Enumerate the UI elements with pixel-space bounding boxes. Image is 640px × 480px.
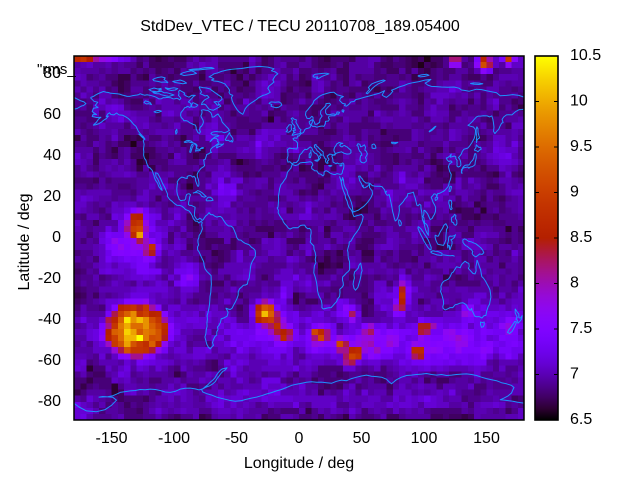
svg-text:60: 60 bbox=[43, 106, 61, 123]
svg-text:50: 50 bbox=[353, 430, 371, 447]
svg-text:7.5: 7.5 bbox=[570, 320, 592, 337]
svg-text:7: 7 bbox=[570, 366, 579, 383]
svg-text:-50: -50 bbox=[225, 430, 248, 447]
svg-text:StdDev_VTEC / TECU 20110708_18: StdDev_VTEC / TECU 20110708_189.05400 bbox=[140, 18, 460, 35]
svg-text:"rms_: "rms_ bbox=[37, 61, 76, 78]
svg-text:9: 9 bbox=[570, 184, 579, 201]
svg-text:6.5: 6.5 bbox=[570, 411, 592, 428]
svg-text:100: 100 bbox=[411, 430, 438, 447]
svg-text:8: 8 bbox=[570, 275, 579, 292]
svg-text:20: 20 bbox=[43, 188, 61, 205]
svg-text:-20: -20 bbox=[38, 270, 61, 287]
svg-text:Latitude / deg: Latitude / deg bbox=[16, 194, 33, 291]
svg-text:-100: -100 bbox=[158, 430, 190, 447]
svg-text:80: 80 bbox=[43, 65, 61, 82]
svg-text:150: 150 bbox=[473, 430, 500, 447]
svg-text:-150: -150 bbox=[95, 430, 127, 447]
svg-text:8.5: 8.5 bbox=[570, 229, 592, 246]
svg-text:40: 40 bbox=[43, 147, 61, 164]
svg-text:0: 0 bbox=[52, 229, 61, 246]
svg-text:-40: -40 bbox=[38, 311, 61, 328]
svg-text:-60: -60 bbox=[38, 352, 61, 369]
svg-text:10.5: 10.5 bbox=[570, 47, 601, 64]
svg-text:10: 10 bbox=[570, 93, 588, 110]
svg-text:Longitude / deg: Longitude / deg bbox=[244, 455, 354, 472]
svg-text:9.5: 9.5 bbox=[570, 138, 592, 155]
svg-text:-80: -80 bbox=[38, 393, 61, 410]
svg-text:0: 0 bbox=[295, 430, 304, 447]
